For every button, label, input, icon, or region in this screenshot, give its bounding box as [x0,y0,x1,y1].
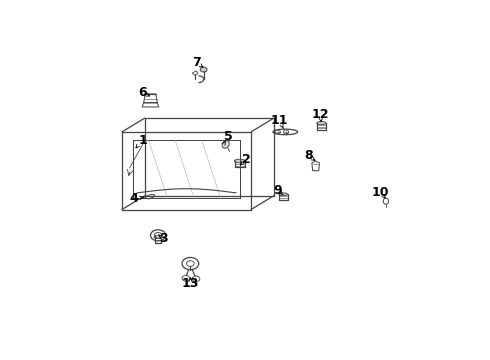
Text: 9: 9 [273,184,282,197]
Text: 8: 8 [304,149,313,162]
Text: 2: 2 [242,153,251,166]
Text: 4: 4 [129,193,138,206]
Text: 5: 5 [224,130,233,143]
Circle shape [200,67,207,72]
Text: 12: 12 [312,108,329,121]
Ellipse shape [234,159,245,163]
Text: 13: 13 [182,277,199,290]
Ellipse shape [222,140,229,148]
Ellipse shape [317,122,326,125]
Text: 7: 7 [192,56,200,69]
Text: 3: 3 [159,232,168,245]
Text: 6: 6 [138,86,147,99]
Text: 1: 1 [139,134,147,147]
Text: 11: 11 [271,114,288,127]
Text: 10: 10 [371,186,389,199]
Ellipse shape [279,193,288,195]
